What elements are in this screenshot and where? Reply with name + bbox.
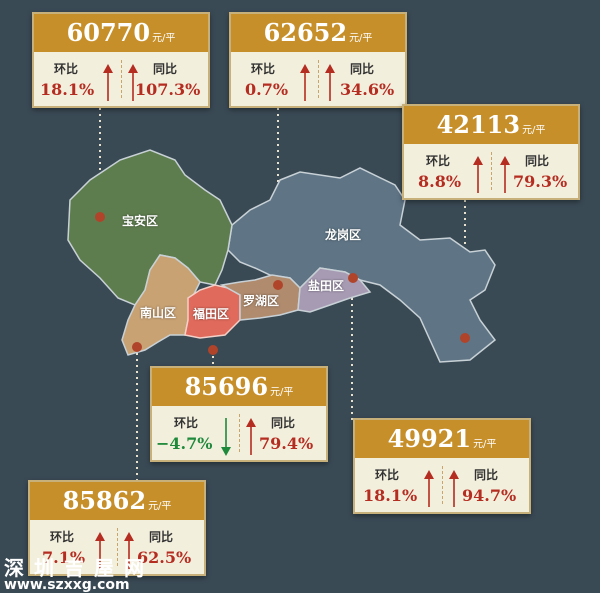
district-nanshan[interactable]	[121, 254, 201, 356]
mom-value: 8.8%	[418, 172, 462, 191]
up-arrow-icon	[124, 532, 134, 569]
yoy-value: 79.4%	[259, 434, 314, 453]
up-arrow-icon	[95, 532, 105, 569]
avg-price: 85696	[184, 372, 269, 401]
label-baoan: 宝安区	[122, 214, 159, 228]
price-unit: 元/平	[349, 33, 373, 44]
yoy-label: 同比	[350, 62, 375, 76]
yoy-label: 同比	[474, 468, 499, 482]
up-arrow-icon	[300, 64, 310, 101]
up-arrow-icon	[128, 64, 138, 101]
mom-value: 18.1%	[363, 486, 418, 505]
yoy-value: 34.6%	[340, 80, 395, 99]
price-card-luohu: 62652 元/平 环比 0.7% 同比 34.6%	[229, 12, 407, 108]
district-longgang[interactable]	[227, 167, 497, 363]
label-longgang: 龙岗区	[325, 228, 362, 242]
district-baoan[interactable]	[67, 149, 233, 306]
yoy-value: 94.7%	[462, 486, 517, 505]
up-arrow-icon	[325, 64, 335, 101]
price-unit: 元/平	[152, 33, 176, 44]
watermark-title: 深圳吉屋网	[4, 556, 154, 580]
yoy-label: 同比	[525, 154, 550, 168]
mom-label: 环比	[251, 62, 276, 76]
mom-value: 7.1%	[42, 548, 86, 567]
label-nanshan: 南山区	[140, 306, 177, 320]
down-arrow-icon	[221, 418, 231, 456]
mom-value: 18.1%	[40, 80, 95, 99]
district-markers	[95, 212, 470, 355]
label-yantian: 盐田区	[308, 279, 345, 293]
yoy-label: 同比	[271, 416, 296, 430]
divider	[491, 152, 492, 190]
yoy-value: 107.3%	[135, 80, 201, 99]
up-arrow-icon	[246, 418, 256, 455]
up-arrow-icon	[473, 156, 483, 193]
mom-value: 0.7%	[245, 80, 289, 99]
up-arrow-icon	[424, 470, 434, 507]
divider	[239, 414, 240, 452]
avg-price: 60770	[66, 18, 151, 47]
yoy-value: 79.3%	[513, 172, 568, 191]
price-card-longgang: 42113 元/平 环比 8.8% 同比 79.3%	[402, 104, 580, 200]
price-unit: 元/平	[270, 387, 294, 398]
mom-label: 环比	[50, 530, 75, 544]
avg-price: 62652	[263, 18, 348, 47]
price-unit: 元/平	[522, 125, 546, 136]
price-unit: 元/平	[148, 501, 172, 512]
divider	[318, 60, 319, 98]
avg-price: 49921	[387, 424, 472, 453]
yoy-label: 同比	[149, 530, 174, 544]
mom-label: 环比	[54, 62, 79, 76]
avg-price: 85862	[62, 486, 147, 515]
mom-value: −4.7%	[156, 434, 213, 453]
watermark: 深圳吉屋网 www.szxxg.com	[4, 552, 154, 593]
label-futian: 福田区	[193, 307, 230, 321]
price-card-yantian: 49921 元/平 环比 18.1% 同比 94.7%	[353, 418, 531, 514]
mom-label: 环比	[426, 154, 451, 168]
up-arrow-icon	[103, 64, 113, 101]
divider	[121, 60, 122, 98]
divider	[442, 466, 443, 504]
avg-price: 42113	[436, 110, 521, 139]
price-card-nanshan: 85862 元/平 环比 7.1% 同比 62.5%	[28, 480, 206, 576]
label-luohu: 罗湖区	[243, 294, 280, 308]
yoy-label: 同比	[153, 62, 178, 76]
up-arrow-icon	[500, 156, 510, 193]
yoy-value: 62.5%	[137, 548, 192, 567]
price-card-baoan: 60770 元/平 环比 18.1% 同比 107.3%	[32, 12, 210, 108]
up-arrow-icon	[449, 470, 459, 507]
price-card-futian: 85696 元/平 环比 −4.7% 同比 79.4%	[150, 366, 328, 462]
price-unit: 元/平	[473, 439, 497, 450]
watermark-url: www.szxxg.com	[4, 577, 130, 593]
mom-label: 环比	[375, 468, 400, 482]
divider	[117, 528, 118, 566]
mom-label: 环比	[174, 416, 199, 430]
